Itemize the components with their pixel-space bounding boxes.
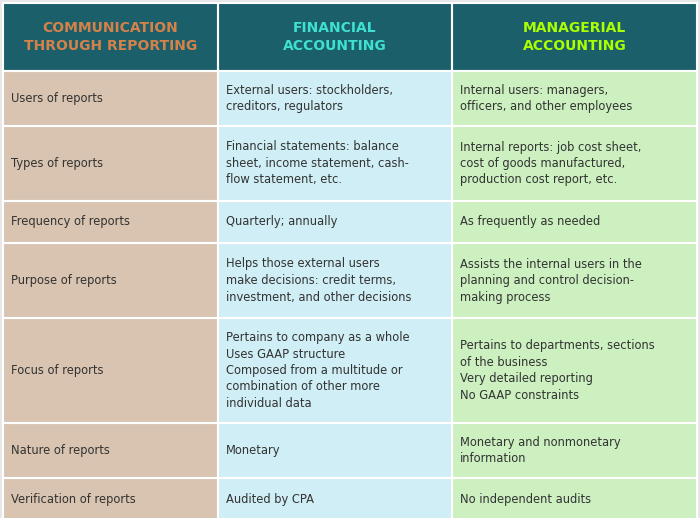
- Bar: [218, 3, 452, 71]
- Text: No independent audits: No independent audits: [460, 493, 591, 506]
- Text: COMMUNICATION
THROUGH REPORTING: COMMUNICATION THROUGH REPORTING: [24, 21, 197, 53]
- Text: Nature of reports: Nature of reports: [11, 444, 110, 457]
- Bar: [3, 423, 218, 478]
- Text: Purpose of reports: Purpose of reports: [11, 274, 117, 287]
- Bar: [452, 201, 697, 243]
- Text: Financial statements: balance
sheet, income statement, cash-
flow statement, etc: Financial statements: balance sheet, inc…: [226, 140, 409, 186]
- Bar: [218, 126, 452, 201]
- Bar: [452, 243, 697, 318]
- Text: FINANCIAL
ACCOUNTING: FINANCIAL ACCOUNTING: [283, 21, 387, 53]
- Text: Monetary: Monetary: [226, 444, 281, 457]
- Bar: [218, 423, 452, 478]
- Bar: [452, 126, 697, 201]
- Text: Pertains to departments, sections
of the business
Very detailed reporting
No GAA: Pertains to departments, sections of the…: [460, 339, 654, 402]
- Bar: [3, 478, 218, 518]
- Bar: [452, 71, 697, 126]
- Bar: [452, 478, 697, 518]
- Text: Internal users: managers,
officers, and other employees: Internal users: managers, officers, and …: [460, 84, 632, 113]
- Text: Types of reports: Types of reports: [11, 157, 103, 170]
- Bar: [452, 423, 697, 478]
- Bar: [452, 318, 697, 423]
- Bar: [3, 71, 218, 126]
- Bar: [218, 318, 452, 423]
- Bar: [3, 318, 218, 423]
- Bar: [218, 71, 452, 126]
- Bar: [218, 201, 452, 243]
- Text: Users of reports: Users of reports: [11, 92, 103, 105]
- Bar: [452, 3, 697, 71]
- Bar: [218, 243, 452, 318]
- Text: Monetary and nonmonetary
information: Monetary and nonmonetary information: [460, 436, 621, 465]
- Text: Helps those external users
make decisions: credit terms,
investment, and other d: Helps those external users make decision…: [226, 257, 412, 304]
- Text: MANAGERIAL
ACCOUNTING: MANAGERIAL ACCOUNTING: [523, 21, 626, 53]
- Text: Audited by CPA: Audited by CPA: [226, 493, 314, 506]
- Text: As frequently as needed: As frequently as needed: [460, 215, 601, 228]
- Bar: [3, 243, 218, 318]
- Bar: [3, 201, 218, 243]
- Bar: [218, 478, 452, 518]
- Text: Internal reports: job cost sheet,
cost of goods manufactured,
production cost re: Internal reports: job cost sheet, cost o…: [460, 140, 641, 186]
- Bar: [3, 3, 218, 71]
- Text: Pertains to company as a whole
Uses GAAP structure
Composed from a multitude or
: Pertains to company as a whole Uses GAAP…: [226, 331, 410, 410]
- Text: Focus of reports: Focus of reports: [11, 364, 104, 377]
- Text: Assists the internal users in the
planning and control decision-
making process: Assists the internal users in the planni…: [460, 257, 642, 304]
- Text: Verification of reports: Verification of reports: [11, 493, 136, 506]
- Text: Quarterly; annually: Quarterly; annually: [226, 215, 337, 228]
- Bar: [3, 126, 218, 201]
- Text: Frequency of reports: Frequency of reports: [11, 215, 130, 228]
- Text: External users: stockholders,
creditors, regulators: External users: stockholders, creditors,…: [226, 84, 393, 113]
